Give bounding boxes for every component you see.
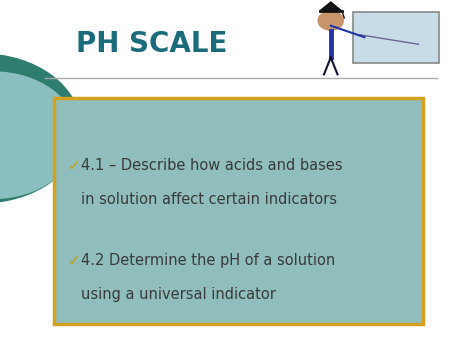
Circle shape (0, 54, 81, 203)
Circle shape (318, 11, 343, 30)
Text: ✓: ✓ (68, 158, 80, 173)
Text: ✓: ✓ (68, 253, 80, 268)
Text: in solution affect certain indicators: in solution affect certain indicators (81, 192, 337, 207)
Text: 4.1 – Describe how acids and bases: 4.1 – Describe how acids and bases (81, 158, 342, 173)
Text: 4.2 Determine the pH of a solution: 4.2 Determine the pH of a solution (81, 253, 335, 268)
Circle shape (0, 72, 77, 198)
FancyBboxPatch shape (54, 98, 423, 324)
FancyBboxPatch shape (353, 12, 439, 63)
Polygon shape (320, 2, 342, 11)
Text: using a universal indicator: using a universal indicator (81, 287, 276, 301)
Text: PH SCALE: PH SCALE (76, 30, 228, 58)
